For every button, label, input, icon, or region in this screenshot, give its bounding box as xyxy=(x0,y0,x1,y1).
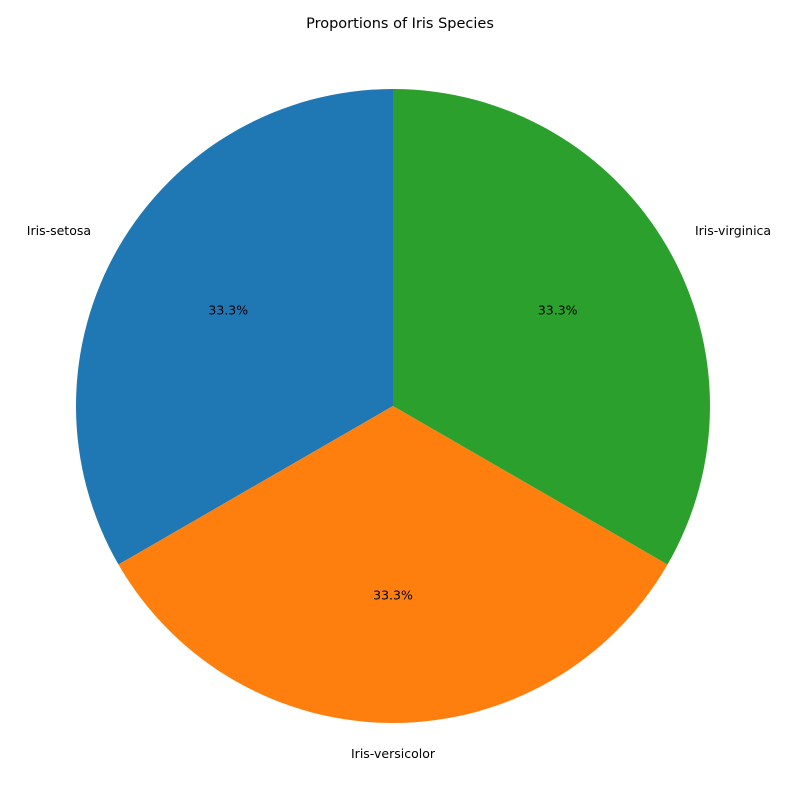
pie-slice-iris-virginica xyxy=(393,89,710,565)
pie-slice-iris-setosa xyxy=(75,89,393,565)
slice-label-iris-setosa: Iris-setosa xyxy=(27,223,91,238)
slice-percent-iris-setosa: 33.3% xyxy=(208,302,248,317)
slice-label-iris-virginica: Iris-virginica xyxy=(695,223,771,238)
slice-percent-iris-versicolor: 33.3% xyxy=(373,588,413,603)
slice-percent-iris-virginica: 33.3% xyxy=(538,302,578,317)
chart-title: Proportions of Iris Species xyxy=(306,16,494,32)
slice-label-iris-versicolor: Iris-versicolor xyxy=(351,746,436,761)
